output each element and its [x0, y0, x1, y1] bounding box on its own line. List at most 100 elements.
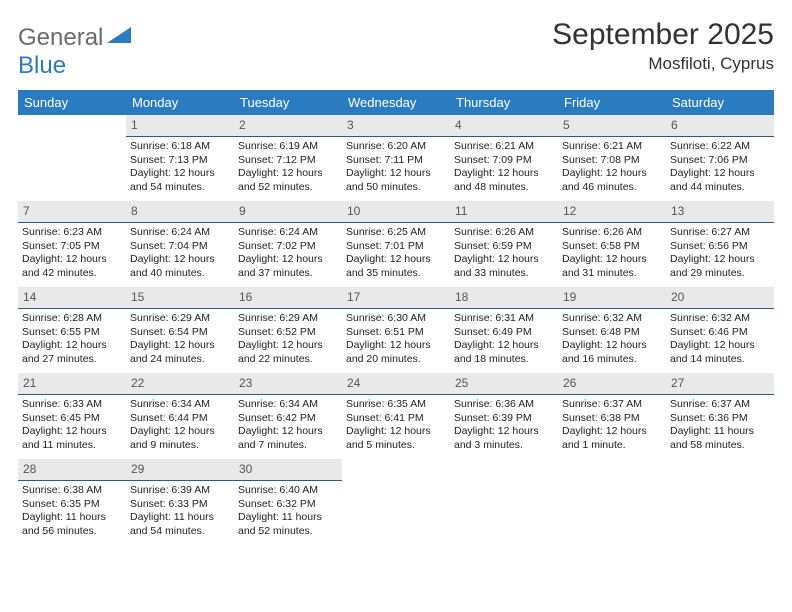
calendar-day-cell: 3Sunrise: 6:20 AMSunset: 7:11 PMDaylight…	[342, 115, 450, 201]
daylight-text: Daylight: 12 hours	[670, 339, 770, 352]
sunset-text: Sunset: 6:39 PM	[454, 412, 554, 425]
sunrise-text: Sunrise: 6:25 AM	[346, 226, 446, 239]
sunset-text: Sunset: 7:02 PM	[238, 240, 338, 253]
daylight-text: and 46 minutes.	[562, 181, 662, 194]
daylight-text: and 48 minutes.	[454, 181, 554, 194]
sunrise-text: Sunrise: 6:34 AM	[130, 398, 230, 411]
day-number: 1	[126, 115, 234, 137]
daylight-text: Daylight: 12 hours	[346, 253, 446, 266]
day-number: 7	[18, 201, 126, 223]
day-number: 4	[450, 115, 558, 137]
calendar-day-cell	[558, 459, 666, 545]
sunset-text: Sunset: 6:54 PM	[130, 326, 230, 339]
calendar-day-cell: 1Sunrise: 6:18 AMSunset: 7:13 PMDaylight…	[126, 115, 234, 201]
weekday-header: Tuesday	[234, 90, 342, 115]
sunset-text: Sunset: 7:06 PM	[670, 154, 770, 167]
weekday-header: Sunday	[18, 90, 126, 115]
sunset-text: Sunset: 6:48 PM	[562, 326, 662, 339]
day-number: 30	[234, 459, 342, 481]
daylight-text: and 27 minutes.	[22, 353, 122, 366]
day-number: 29	[126, 459, 234, 481]
sunset-text: Sunset: 7:11 PM	[346, 154, 446, 167]
daylight-text: Daylight: 12 hours	[670, 167, 770, 180]
daylight-text: Daylight: 11 hours	[130, 511, 230, 524]
sunrise-text: Sunrise: 6:32 AM	[562, 312, 662, 325]
daylight-text: Daylight: 12 hours	[238, 425, 338, 438]
sunset-text: Sunset: 6:59 PM	[454, 240, 554, 253]
calendar-week-row: 1Sunrise: 6:18 AMSunset: 7:13 PMDaylight…	[18, 115, 774, 201]
calendar-day-cell	[342, 459, 450, 545]
day-number: 5	[558, 115, 666, 137]
daylight-text: Daylight: 12 hours	[238, 253, 338, 266]
sunset-text: Sunset: 7:01 PM	[346, 240, 446, 253]
title-block: September 2025 Mosfiloti, Cyprus	[552, 18, 774, 74]
daylight-text: Daylight: 12 hours	[454, 253, 554, 266]
weekday-header: Thursday	[450, 90, 558, 115]
daylight-text: Daylight: 11 hours	[238, 511, 338, 524]
sunrise-text: Sunrise: 6:31 AM	[454, 312, 554, 325]
sunrise-text: Sunrise: 6:21 AM	[562, 140, 662, 153]
day-number: 23	[234, 373, 342, 395]
calendar-day-cell: 2Sunrise: 6:19 AMSunset: 7:12 PMDaylight…	[234, 115, 342, 201]
calendar-week-row: 21Sunrise: 6:33 AMSunset: 6:45 PMDayligh…	[18, 373, 774, 459]
day-number: 8	[126, 201, 234, 223]
sunset-text: Sunset: 7:12 PM	[238, 154, 338, 167]
sunrise-text: Sunrise: 6:36 AM	[454, 398, 554, 411]
day-number: 2	[234, 115, 342, 137]
calendar-day-cell: 8Sunrise: 6:24 AMSunset: 7:04 PMDaylight…	[126, 201, 234, 287]
daylight-text: and 40 minutes.	[130, 267, 230, 280]
daylight-text: and 42 minutes.	[22, 267, 122, 280]
daylight-text: and 24 minutes.	[130, 353, 230, 366]
sunrise-text: Sunrise: 6:28 AM	[22, 312, 122, 325]
sunrise-text: Sunrise: 6:24 AM	[238, 226, 338, 239]
calendar-day-cell: 17Sunrise: 6:30 AMSunset: 6:51 PMDayligh…	[342, 287, 450, 373]
daylight-text: Daylight: 12 hours	[562, 253, 662, 266]
calendar-day-cell: 20Sunrise: 6:32 AMSunset: 6:46 PMDayligh…	[666, 287, 774, 373]
weekday-header: Wednesday	[342, 90, 450, 115]
sunrise-text: Sunrise: 6:34 AM	[238, 398, 338, 411]
day-number: 17	[342, 287, 450, 309]
calendar-day-cell: 19Sunrise: 6:32 AMSunset: 6:48 PMDayligh…	[558, 287, 666, 373]
day-number: 20	[666, 287, 774, 309]
calendar-day-cell: 27Sunrise: 6:37 AMSunset: 6:36 PMDayligh…	[666, 373, 774, 459]
daylight-text: and 50 minutes.	[346, 181, 446, 194]
calendar-day-cell: 10Sunrise: 6:25 AMSunset: 7:01 PMDayligh…	[342, 201, 450, 287]
sunrise-text: Sunrise: 6:24 AM	[130, 226, 230, 239]
calendar-day-cell: 29Sunrise: 6:39 AMSunset: 6:33 PMDayligh…	[126, 459, 234, 545]
daylight-text: and 1 minute.	[562, 439, 662, 452]
calendar-day-cell	[450, 459, 558, 545]
month-title: September 2025	[552, 18, 774, 52]
daylight-text: Daylight: 12 hours	[130, 339, 230, 352]
calendar-day-cell: 16Sunrise: 6:29 AMSunset: 6:52 PMDayligh…	[234, 287, 342, 373]
calendar-day-cell: 18Sunrise: 6:31 AMSunset: 6:49 PMDayligh…	[450, 287, 558, 373]
day-number: 27	[666, 373, 774, 395]
daylight-text: and 9 minutes.	[130, 439, 230, 452]
daylight-text: Daylight: 12 hours	[22, 425, 122, 438]
calendar-day-cell: 24Sunrise: 6:35 AMSunset: 6:41 PMDayligh…	[342, 373, 450, 459]
daylight-text: and 20 minutes.	[346, 353, 446, 366]
calendar-header-row: Sunday Monday Tuesday Wednesday Thursday…	[18, 90, 774, 115]
day-number: 11	[450, 201, 558, 223]
brand-line1: General	[18, 24, 103, 51]
sunrise-text: Sunrise: 6:22 AM	[670, 140, 770, 153]
daylight-text: and 56 minutes.	[22, 525, 122, 538]
calendar-day-cell: 12Sunrise: 6:26 AMSunset: 6:58 PMDayligh…	[558, 201, 666, 287]
calendar-day-cell: 6Sunrise: 6:22 AMSunset: 7:06 PMDaylight…	[666, 115, 774, 201]
weekday-header: Monday	[126, 90, 234, 115]
calendar-day-cell: 15Sunrise: 6:29 AMSunset: 6:54 PMDayligh…	[126, 287, 234, 373]
daylight-text: and 37 minutes.	[238, 267, 338, 280]
daylight-text: Daylight: 12 hours	[346, 339, 446, 352]
day-number: 3	[342, 115, 450, 137]
sunrise-text: Sunrise: 6:18 AM	[130, 140, 230, 153]
sunrise-text: Sunrise: 6:37 AM	[670, 398, 770, 411]
day-number: 9	[234, 201, 342, 223]
calendar-day-cell: 30Sunrise: 6:40 AMSunset: 6:32 PMDayligh…	[234, 459, 342, 545]
daylight-text: and 52 minutes.	[238, 181, 338, 194]
daylight-text: and 29 minutes.	[670, 267, 770, 280]
calendar-day-cell	[666, 459, 774, 545]
calendar-week-row: 14Sunrise: 6:28 AMSunset: 6:55 PMDayligh…	[18, 287, 774, 373]
calendar-day-cell: 5Sunrise: 6:21 AMSunset: 7:08 PMDaylight…	[558, 115, 666, 201]
calendar-day-cell: 11Sunrise: 6:26 AMSunset: 6:59 PMDayligh…	[450, 201, 558, 287]
calendar-day-cell: 22Sunrise: 6:34 AMSunset: 6:44 PMDayligh…	[126, 373, 234, 459]
weekday-header: Friday	[558, 90, 666, 115]
